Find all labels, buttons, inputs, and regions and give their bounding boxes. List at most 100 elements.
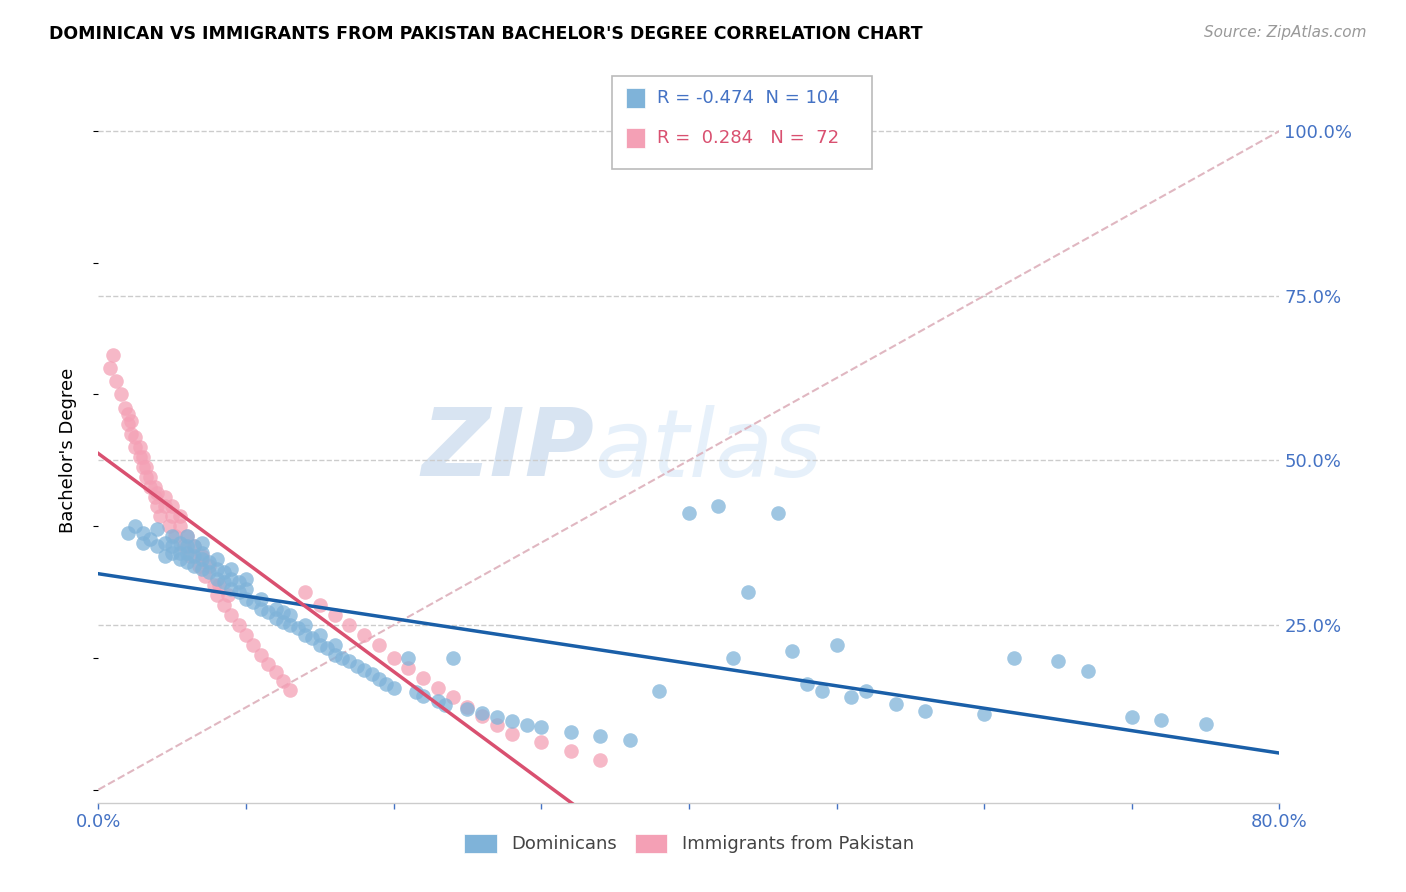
Point xyxy=(146,539,169,553)
Point xyxy=(382,651,405,665)
Point xyxy=(353,663,375,677)
Point xyxy=(287,621,309,635)
Point xyxy=(501,726,523,740)
Point xyxy=(110,387,132,401)
Point xyxy=(589,729,612,743)
Point xyxy=(153,549,176,563)
Point xyxy=(183,558,205,573)
Point xyxy=(441,690,464,705)
Point xyxy=(117,525,139,540)
Point xyxy=(301,631,323,645)
Point xyxy=(179,549,201,563)
Point xyxy=(339,618,361,632)
Point xyxy=(1077,664,1099,678)
Point xyxy=(153,490,176,504)
Point xyxy=(183,539,205,553)
Point xyxy=(707,500,730,514)
Legend: Dominicans, Immigrants from Pakistan: Dominicans, Immigrants from Pakistan xyxy=(457,827,921,861)
Point xyxy=(316,640,339,655)
Point xyxy=(737,585,759,599)
Point xyxy=(162,539,183,553)
Point xyxy=(264,665,287,680)
Point xyxy=(169,509,191,524)
Text: DOMINICAN VS IMMIGRANTS FROM PAKISTAN BACHELOR'S DEGREE CORRELATION CHART: DOMINICAN VS IMMIGRANTS FROM PAKISTAN BA… xyxy=(49,25,922,43)
Point xyxy=(198,558,221,573)
Point xyxy=(114,401,136,415)
Point xyxy=(486,718,509,732)
Point xyxy=(221,572,243,586)
Point xyxy=(648,683,671,698)
Point xyxy=(176,529,198,543)
Point xyxy=(162,500,183,514)
Point xyxy=(235,582,257,596)
Point xyxy=(264,601,287,615)
Point xyxy=(124,430,146,444)
Text: Source: ZipAtlas.com: Source: ZipAtlas.com xyxy=(1204,25,1367,40)
Point xyxy=(176,556,198,570)
Point xyxy=(250,601,273,615)
Point xyxy=(841,690,863,705)
Point xyxy=(217,588,239,602)
Point xyxy=(103,348,125,362)
Point xyxy=(457,702,479,716)
Point xyxy=(212,599,235,613)
Point xyxy=(323,648,346,662)
Point xyxy=(257,657,280,672)
Point xyxy=(560,744,582,758)
Point xyxy=(169,552,191,566)
Point xyxy=(228,575,250,590)
Point xyxy=(149,509,172,524)
Point xyxy=(205,552,228,566)
Point xyxy=(146,523,169,537)
Point xyxy=(205,588,228,602)
Point xyxy=(353,628,375,642)
Point xyxy=(120,427,142,442)
Point xyxy=(139,533,162,547)
Point xyxy=(323,608,346,623)
Point xyxy=(198,566,221,580)
Point xyxy=(398,651,420,665)
Point xyxy=(294,618,316,632)
Point xyxy=(173,539,195,553)
Point xyxy=(128,450,150,464)
Point xyxy=(183,549,205,563)
Point xyxy=(221,608,243,623)
Point xyxy=(162,545,183,559)
Point xyxy=(382,681,405,695)
Point xyxy=(120,414,142,428)
Point xyxy=(165,529,187,543)
Point xyxy=(205,562,228,576)
Text: R = -0.474  N = 104: R = -0.474 N = 104 xyxy=(657,89,839,107)
Y-axis label: Bachelor's Degree: Bachelor's Degree xyxy=(59,368,77,533)
Point xyxy=(139,480,162,494)
Point xyxy=(516,718,538,732)
Point xyxy=(346,658,368,673)
Point xyxy=(257,605,280,619)
Point xyxy=(98,361,121,376)
Point xyxy=(914,704,936,718)
Text: R =  0.284   N =  72: R = 0.284 N = 72 xyxy=(657,129,839,147)
Point xyxy=(124,440,146,454)
Point xyxy=(530,720,553,734)
Point xyxy=(1195,716,1218,731)
Point xyxy=(235,572,257,586)
Point xyxy=(405,685,427,699)
Point xyxy=(176,539,198,553)
Point xyxy=(471,706,494,721)
Point xyxy=(187,558,209,573)
Point xyxy=(191,545,214,559)
Point xyxy=(191,562,214,576)
Point xyxy=(202,578,225,592)
Point xyxy=(560,724,582,739)
Point xyxy=(589,753,612,767)
Text: ZIP: ZIP xyxy=(422,404,595,497)
Point xyxy=(1150,714,1173,728)
Point xyxy=(242,595,264,609)
Point xyxy=(441,651,464,665)
Point xyxy=(796,677,818,691)
Point xyxy=(375,677,398,691)
Point xyxy=(973,706,995,721)
Point xyxy=(1121,710,1143,724)
Point xyxy=(723,651,745,665)
Point xyxy=(228,585,250,599)
